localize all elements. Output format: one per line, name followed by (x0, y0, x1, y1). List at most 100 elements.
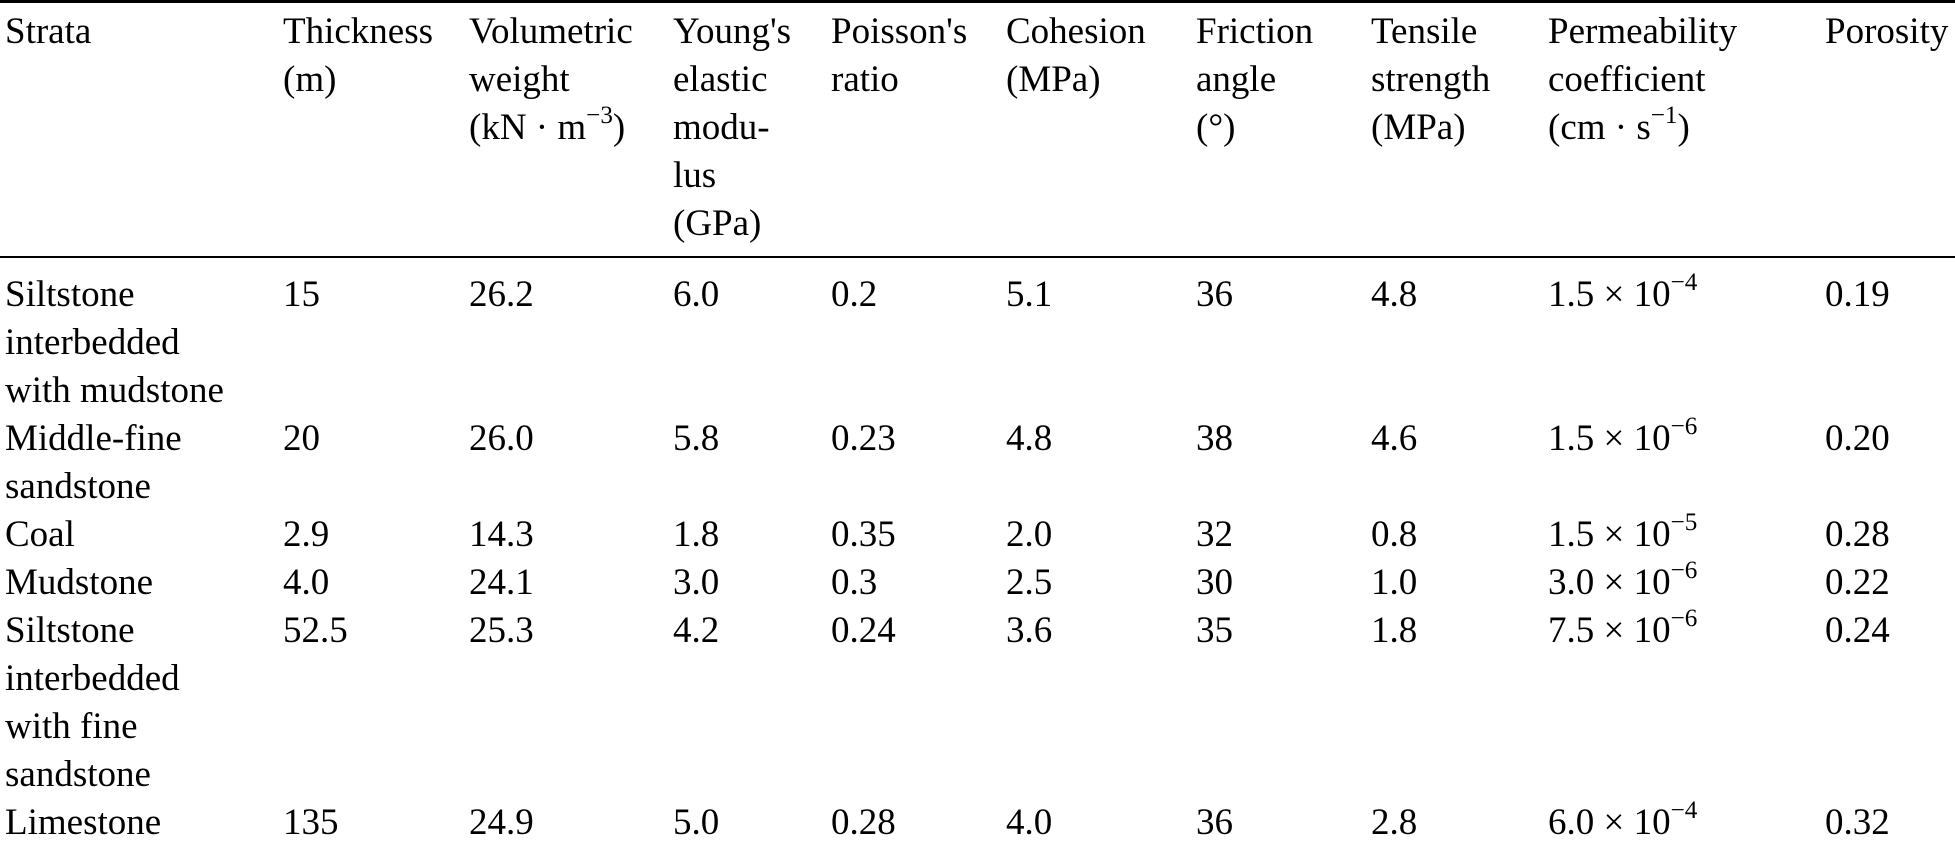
unit-text: (°) (1196, 107, 1236, 148)
cell-thickness: 2.9 (283, 514, 330, 555)
cell-tensile-strength: 4.6 (1371, 418, 1418, 459)
cell-youngs-modulus: 4.2 (673, 610, 720, 651)
col-header-strata: Strata (0, 1, 283, 258)
cell-poissons-ratio: 0.28 (831, 802, 896, 843)
col-label: Porosity (1825, 11, 1949, 52)
cell-friction-angle: 36 (1196, 802, 1233, 843)
col-header-permeability: Permeability coefficient (cm · s−1) (1548, 1, 1825, 258)
col-unit: (cm · s−1) (1548, 102, 1825, 152)
cell-strata: Siltstone interbedded with fine sandston… (0, 607, 283, 799)
unit-exponent: −1 (1650, 102, 1678, 130)
col-unit: (GPa) (673, 200, 831, 248)
unit-text: (cm · s (1548, 107, 1651, 148)
cell-cohesion: 3.6 (1006, 610, 1053, 651)
cell-poissons-ratio: 0.24 (831, 610, 896, 651)
cell-friction-angle: 30 (1196, 562, 1233, 603)
cell-youngs-modulus: 5.0 (673, 802, 720, 843)
col-unit: (MPa) (1371, 104, 1548, 152)
col-label: Thickness (283, 11, 434, 52)
permeability-value: 1.5 × 10 (1548, 514, 1671, 555)
cell-strata: Coal (0, 511, 283, 559)
unit-text: (m) (283, 59, 337, 100)
unit-text: ) (1677, 107, 1690, 148)
cell-poissons-ratio: 0.35 (831, 514, 896, 555)
table-row: Coal 2.9 14.3 1.8 0.35 2.0 32 0.8 1.5 × … (0, 510, 1955, 559)
cell-permeability: 1.5 × 10−5 (1548, 510, 1825, 559)
cell-friction-angle: 38 (1196, 418, 1233, 459)
col-header-porosity: Porosity (1825, 1, 1955, 258)
cell-tensile-strength: 4.8 (1371, 274, 1418, 315)
strata-name: Siltstone interbedded with mudstone (5, 274, 224, 411)
strata-name: Siltstone interbedded with fine sandston… (5, 610, 180, 795)
cell-porosity: 0.24 (1825, 610, 1890, 651)
permeability-value: 7.5 × 10 (1548, 610, 1671, 651)
permeability-exponent: −6 (1670, 605, 1698, 633)
cell-porosity: 0.19 (1825, 274, 1890, 315)
cell-permeability: 6.0 × 10−4 (1548, 797, 1825, 846)
cell-permeability: 3.0 × 10−6 (1548, 557, 1825, 607)
cell-thickness: 135 (283, 802, 339, 843)
col-label: Volumetric weight (469, 11, 633, 100)
permeability-exponent: −4 (1670, 269, 1698, 297)
cell-poissons-ratio: 0.3 (831, 562, 878, 603)
cell-volumetric-weight: 25.3 (469, 610, 534, 651)
cell-youngs-modulus: 3.0 (673, 562, 720, 603)
cell-thickness: 15 (283, 274, 320, 315)
col-unit: (kN · m−3) (469, 102, 673, 152)
header-row: Strata Thickness (m) Volumetric weight (… (0, 1, 1955, 258)
strata-name: Coal (5, 514, 75, 555)
col-label: Tensile strength (1371, 11, 1491, 100)
cell-cohesion: 4.8 (1006, 418, 1053, 459)
col-unit: (°) (1196, 104, 1371, 152)
cell-thickness: 52.5 (283, 610, 348, 651)
col-label: Friction angle (1196, 11, 1314, 100)
col-unit: (m) (283, 56, 469, 104)
cell-volumetric-weight: 24.9 (469, 802, 534, 843)
col-header-cohesion: Cohesion (MPa) (1006, 1, 1196, 258)
permeability-value: 6.0 × 10 (1548, 802, 1671, 843)
unit-text: (GPa) (673, 203, 762, 244)
cell-porosity: 0.28 (1825, 514, 1890, 555)
strata-name: Mudstone (5, 562, 153, 603)
col-header-poissons-ratio: Poisson's ratio (831, 1, 1006, 258)
cell-friction-angle: 35 (1196, 610, 1233, 651)
col-label: Young's elastic modu- lus (673, 11, 792, 196)
cell-friction-angle: 32 (1196, 514, 1233, 555)
col-header-friction-angle: Friction angle (°) (1196, 1, 1371, 258)
unit-exponent: −3 (586, 102, 613, 130)
cell-friction-angle: 36 (1196, 274, 1233, 315)
cell-porosity: 0.20 (1825, 418, 1890, 459)
cell-youngs-modulus: 6.0 (673, 274, 720, 315)
cell-strata: Middle-fine sandstone (0, 415, 283, 511)
cell-permeability: 1.5 × 10−4 (1548, 257, 1825, 415)
col-label: Strata (5, 11, 92, 52)
cell-youngs-modulus: 5.8 (673, 418, 720, 459)
permeability-value: 1.5 × 10 (1548, 274, 1671, 315)
permeability-value: 1.5 × 10 (1548, 418, 1671, 459)
col-header-youngs-modulus: Young's elastic modu- lus (GPa) (673, 1, 831, 258)
table-row: Siltstone interbedded with mudstone 15 2… (0, 257, 1955, 415)
permeability-exponent: −4 (1670, 797, 1698, 825)
cell-strata: Mudstone (0, 559, 283, 607)
cell-volumetric-weight: 24.1 (469, 562, 534, 603)
permeability-exponent: −6 (1670, 557, 1698, 585)
cell-cohesion: 2.0 (1006, 514, 1053, 555)
table-row: Limestone 135 24.9 5.0 0.28 4.0 36 2.8 6… (0, 797, 1955, 846)
cell-poissons-ratio: 0.2 (831, 274, 878, 315)
cell-porosity: 0.22 (1825, 562, 1890, 603)
col-label: Poisson's ratio (831, 11, 968, 100)
cell-tensile-strength: 1.8 (1371, 610, 1418, 651)
table-row: Mudstone 4.0 24.1 3.0 0.3 2.5 30 1.0 3.0… (0, 557, 1955, 607)
col-label: Permeability coefficient (1548, 11, 1738, 100)
cell-strata: Limestone (0, 799, 283, 846)
cell-cohesion: 5.1 (1006, 274, 1053, 315)
unit-text: ) (612, 107, 626, 148)
col-label: Cohesion (1006, 11, 1146, 52)
permeability-value: 3.0 × 10 (1548, 562, 1671, 603)
unit-text: (MPa) (1006, 59, 1101, 100)
cell-tensile-strength: 2.8 (1371, 802, 1418, 843)
cell-porosity: 0.32 (1825, 802, 1890, 843)
table-row: Siltstone interbedded with fine sandston… (0, 605, 1955, 799)
